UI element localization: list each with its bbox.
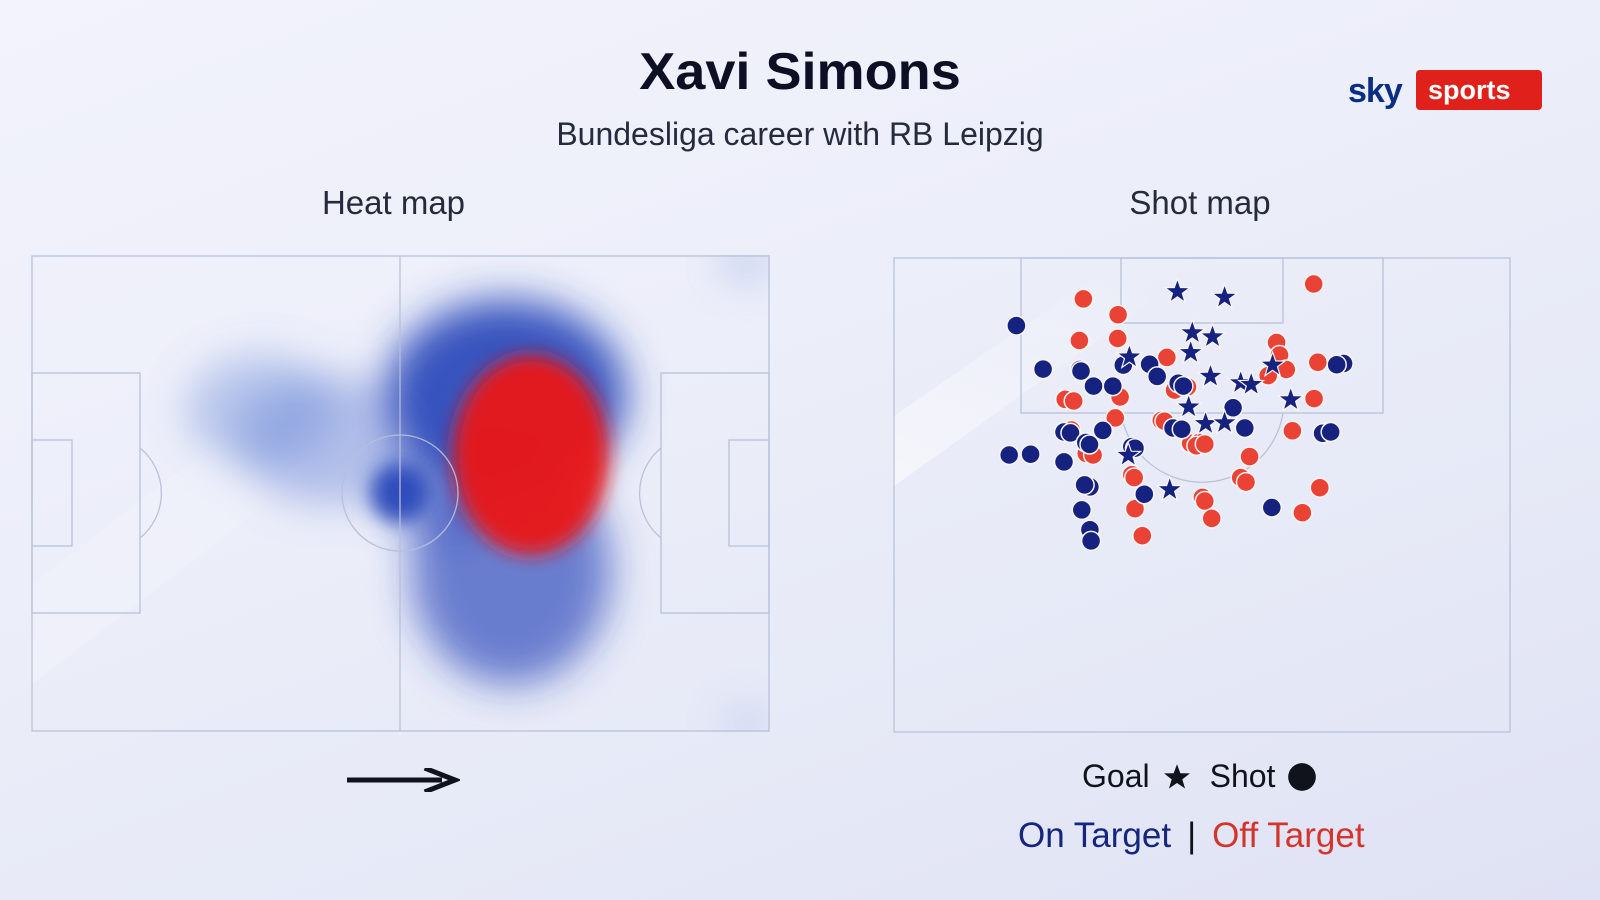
svg-text:sports: sports bbox=[1428, 75, 1511, 105]
svg-text:sky: sky bbox=[1348, 72, 1403, 110]
